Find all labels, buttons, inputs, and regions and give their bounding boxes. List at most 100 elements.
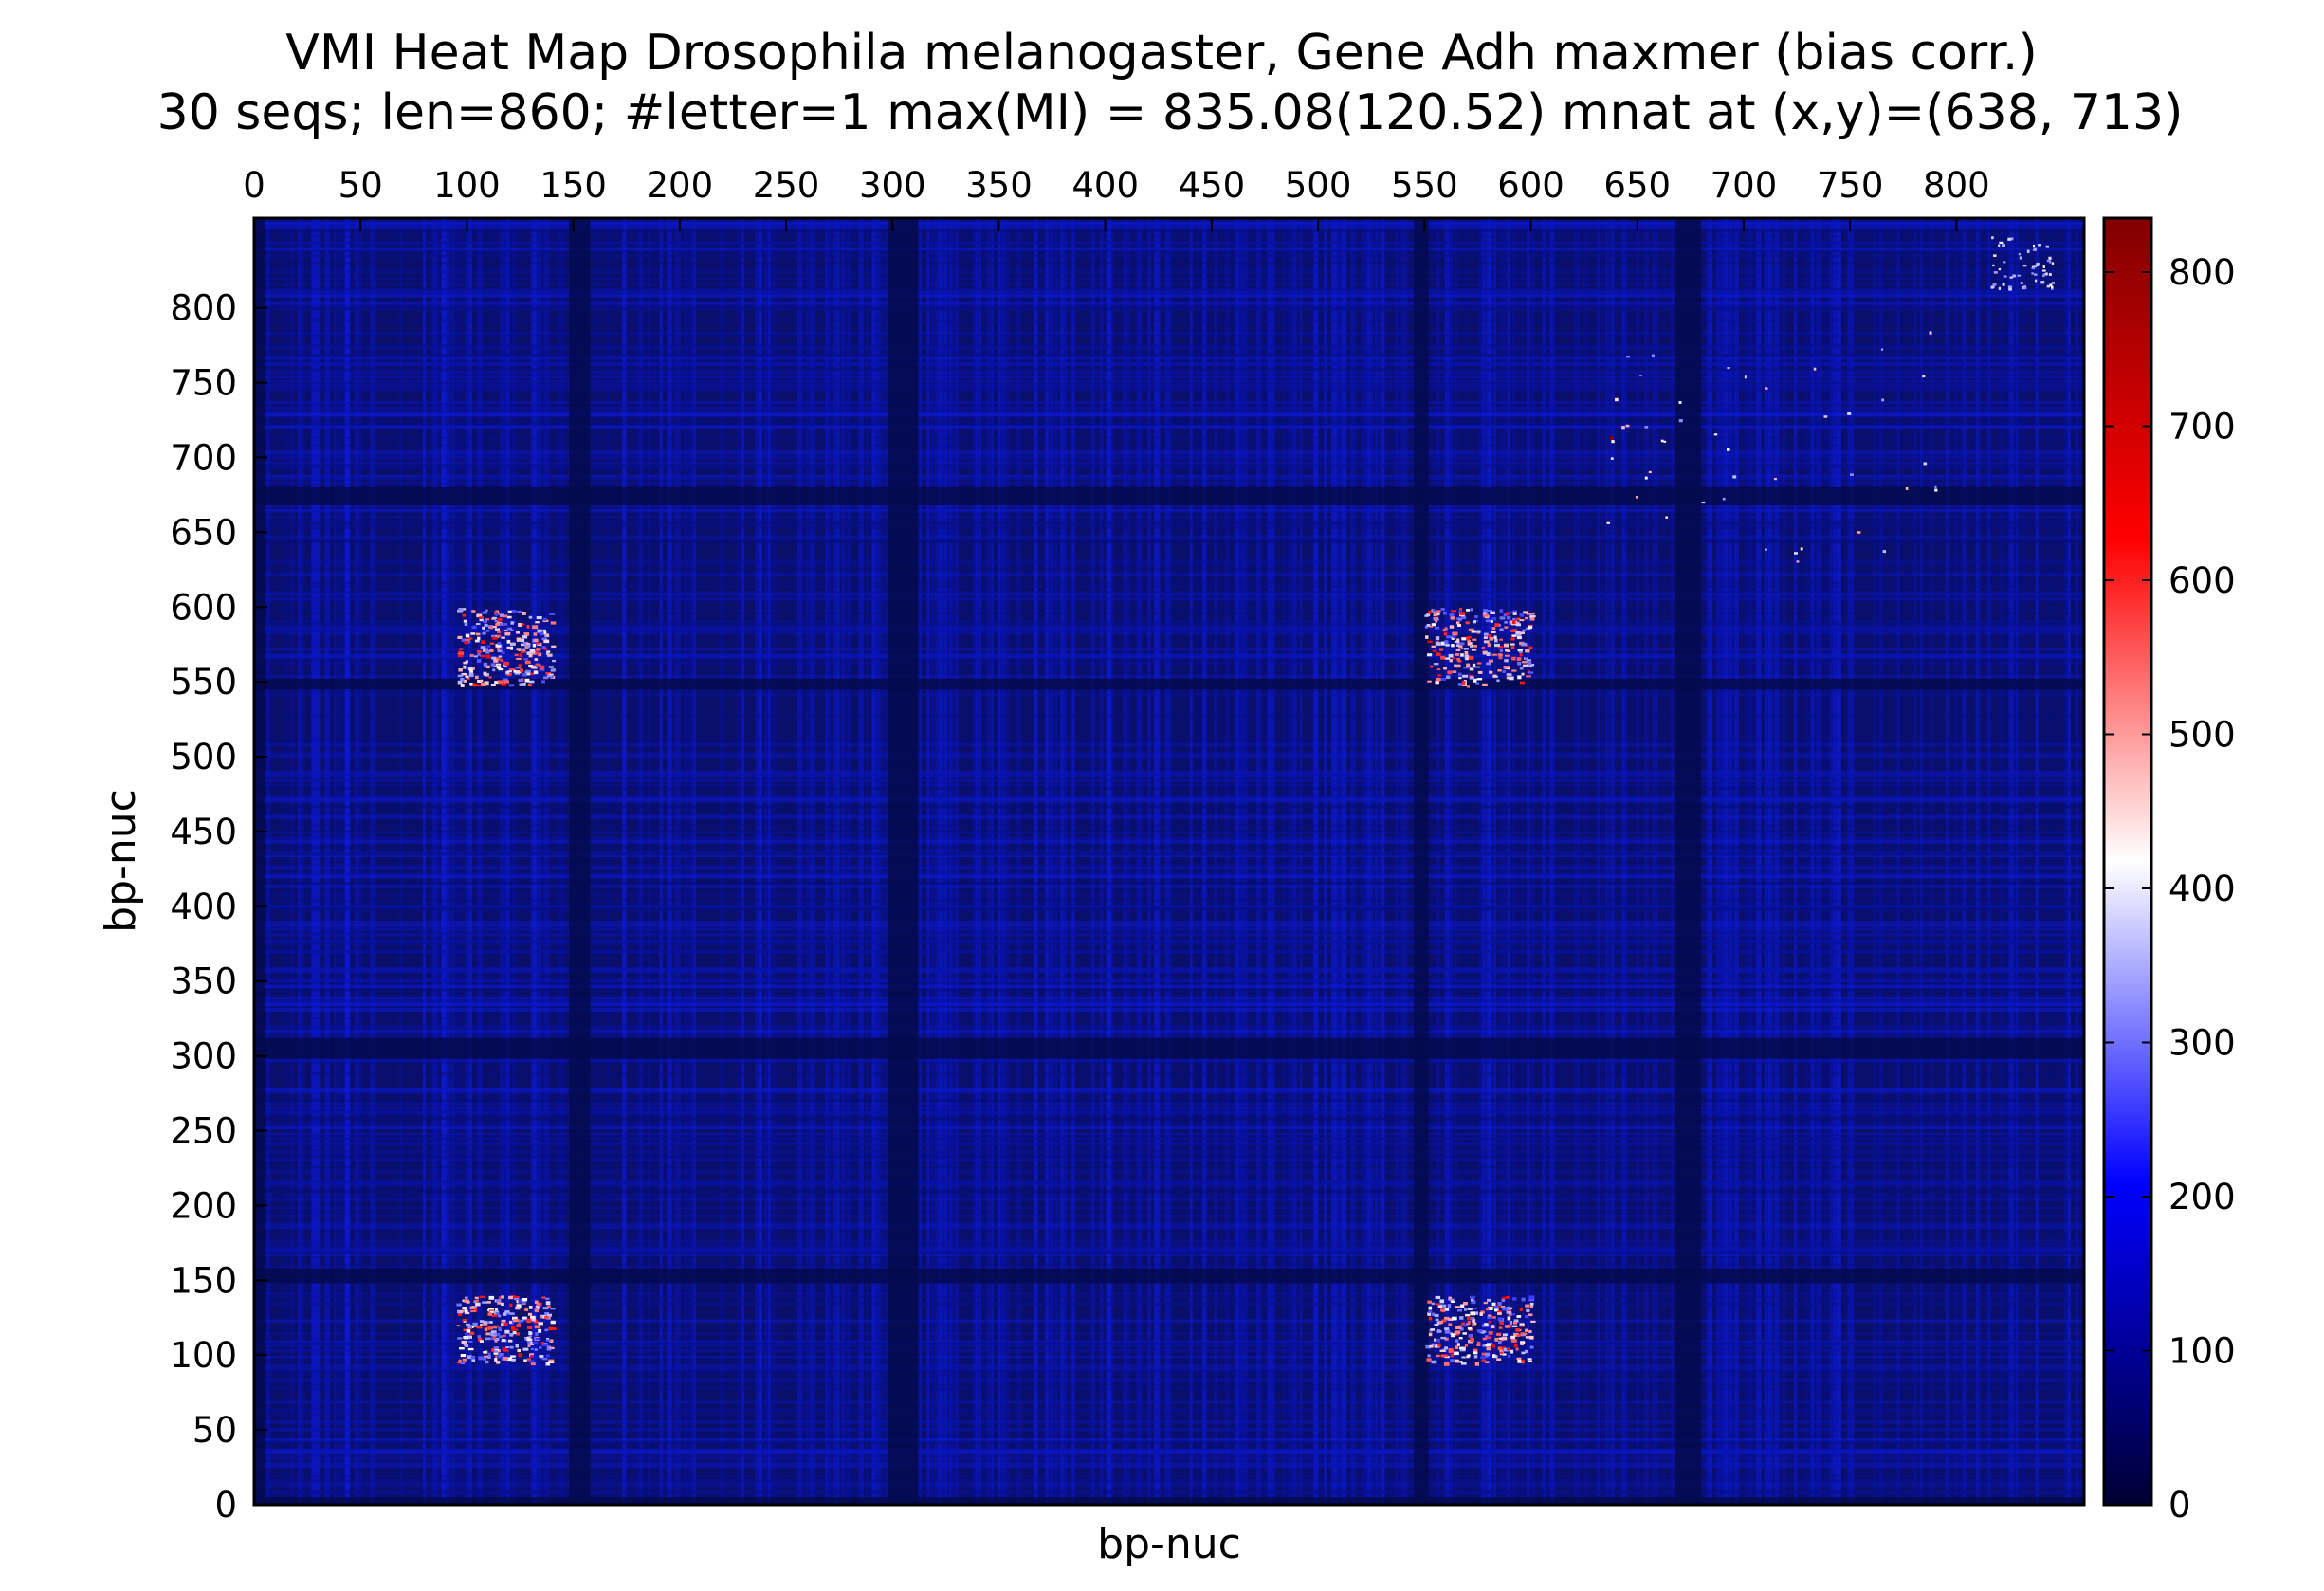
heatmap-hot-cell bbox=[1727, 367, 1730, 370]
heatmap-column-stripe bbox=[1654, 218, 1657, 1505]
heatmap-hot-cell bbox=[547, 653, 553, 657]
heatmap-hot-cell bbox=[550, 621, 557, 625]
heatmap-hot-cell bbox=[504, 1310, 510, 1313]
heatmap-hot-cell bbox=[1477, 670, 1483, 674]
heatmap-hot-cell bbox=[1881, 348, 1884, 351]
heatmap-hot-cell bbox=[1512, 612, 1517, 615]
heatmap-hot-cell bbox=[1516, 617, 1521, 621]
heatmap-hot-cell bbox=[2018, 252, 2021, 256]
heatmap-hot-cell bbox=[1449, 613, 1455, 617]
heatmap-column-stripe bbox=[298, 218, 303, 1505]
heatmap-hot-cell bbox=[485, 673, 489, 677]
heatmap-row-stripe bbox=[254, 933, 2084, 936]
heatmap-row-stripe bbox=[254, 1060, 2084, 1065]
heatmap-hot-cell bbox=[1494, 1355, 1498, 1359]
heatmap-hot-cell bbox=[516, 648, 522, 651]
heatmap-hot-cell bbox=[1489, 670, 1493, 674]
heatmap-column-stripe bbox=[1530, 218, 1535, 1505]
heatmap-row-stripe bbox=[254, 1142, 2084, 1146]
heatmap-column-stripe bbox=[358, 218, 362, 1505]
heatmap-hot-cell bbox=[1998, 244, 2001, 247]
heatmap-hot-cell bbox=[457, 1313, 463, 1316]
heatmap-column-stripe bbox=[344, 218, 351, 1505]
heatmap-row-stripe bbox=[254, 288, 2084, 291]
x-tick-label: 650 bbox=[1603, 165, 1671, 206]
heatmap-hot-cell bbox=[1529, 1345, 1534, 1349]
heatmap-row-stripe bbox=[254, 224, 2084, 228]
heatmap-hot-cell bbox=[528, 680, 535, 684]
heatmap-hot-cell bbox=[1433, 663, 1439, 666]
heatmap-column-stripe bbox=[934, 218, 938, 1505]
heatmap-column-stripe bbox=[1912, 218, 1917, 1505]
heatmap-column-stripe bbox=[1045, 218, 1049, 1505]
heatmap-hot-cell bbox=[474, 639, 480, 643]
heatmap-hot-cell bbox=[1464, 1344, 1468, 1347]
heatmap-hot-cell bbox=[501, 1319, 506, 1323]
x-tick-label: 300 bbox=[859, 165, 926, 206]
heatmap-hot-cell bbox=[1455, 653, 1460, 656]
heatmap-hot-cell bbox=[1519, 631, 1525, 634]
heatmap-hot-cell bbox=[1499, 1321, 1504, 1325]
heatmap-hot-cell bbox=[1481, 1324, 1487, 1327]
heatmap-hot-cell bbox=[1436, 1338, 1440, 1343]
heatmap-column-stripe bbox=[1154, 218, 1157, 1505]
heatmap-hot-cell bbox=[1473, 1355, 1478, 1359]
heatmap-hot-cell bbox=[479, 679, 484, 683]
heatmap-hot-cell bbox=[503, 680, 510, 684]
heatmap-hot-cell bbox=[489, 642, 495, 645]
heatmap-column-stripe bbox=[284, 218, 290, 1505]
heatmap-hot-cell bbox=[1470, 1298, 1474, 1302]
heatmap-hot-cell bbox=[1429, 1344, 1434, 1348]
heatmap-hot-cell bbox=[1665, 516, 1668, 519]
heatmap-hot-cell bbox=[548, 1346, 555, 1349]
heatmap-row-stripe bbox=[254, 526, 2084, 530]
heatmap-column-stripe bbox=[1503, 218, 1507, 1505]
heatmap-row-stripe bbox=[254, 283, 2084, 286]
heatmap-hot-cell bbox=[1466, 685, 1470, 688]
heatmap-hot-cell bbox=[551, 668, 556, 671]
heatmap-hot-cell bbox=[1462, 1332, 1467, 1335]
heatmap-hot-cell bbox=[483, 1357, 486, 1361]
heatmap-hot-cell bbox=[1823, 415, 1828, 418]
heatmap-hot-cell bbox=[497, 680, 503, 685]
heatmap-hot-cell bbox=[462, 1358, 467, 1362]
heatmap-column-stripe bbox=[1448, 218, 1451, 1505]
heatmap-hot-cell bbox=[1479, 1312, 1483, 1316]
heatmap-hot-cell bbox=[1476, 1344, 1481, 1346]
heatmap-hot-cell bbox=[1510, 1335, 1516, 1338]
heatmap-hot-cell bbox=[1660, 439, 1664, 443]
heatmap-row-stripe bbox=[254, 1125, 2084, 1130]
heatmap-row-stripe bbox=[254, 1254, 2084, 1256]
x-tick-label: 0 bbox=[243, 165, 265, 206]
x-tick-label: 200 bbox=[647, 165, 714, 206]
heatmap-hot-cell bbox=[503, 1349, 509, 1352]
heatmap-hot-cell bbox=[548, 1359, 555, 1362]
heatmap-hot-cell bbox=[1517, 675, 1522, 680]
heatmap-hot-cell bbox=[536, 1303, 541, 1306]
heatmap-hot-cell bbox=[493, 659, 499, 663]
heatmap-row-stripe bbox=[254, 832, 2084, 834]
heatmap-column-stripe bbox=[1337, 218, 1341, 1505]
heatmap-hot-cell bbox=[531, 1319, 536, 1322]
heatmap-hot-cell bbox=[521, 1300, 526, 1304]
x-axis-label: bp-nuc bbox=[1097, 1520, 1241, 1568]
heatmap-column-stripe bbox=[302, 218, 305, 1505]
heatmap-hot-cell bbox=[510, 646, 513, 650]
heatmap-hot-cell bbox=[474, 1296, 479, 1299]
heatmap-hot-cell bbox=[1457, 683, 1464, 686]
x-tick-label: 800 bbox=[1923, 165, 1990, 206]
heatmap-row-stripe bbox=[254, 362, 2084, 366]
heatmap-column-stripe bbox=[1774, 218, 1780, 1505]
heatmap-hot-cell bbox=[497, 631, 502, 634]
heatmap-column-stripe bbox=[533, 218, 538, 1505]
heatmap-row-stripe bbox=[254, 1296, 2084, 1299]
heatmap-hot-cell bbox=[1436, 642, 1441, 646]
heatmap-hot-cell bbox=[478, 1337, 483, 1342]
heatmap-hot-cell bbox=[460, 678, 465, 682]
heatmap-row-stripe bbox=[254, 687, 2084, 692]
heatmap-hot-cell bbox=[1493, 1305, 1499, 1309]
heatmap-column-stripe bbox=[1549, 218, 1555, 1505]
heatmap-hot-cell bbox=[456, 1325, 461, 1327]
heatmap-column-stripe bbox=[1847, 218, 1851, 1505]
heatmap-row-stripe bbox=[254, 1195, 2084, 1198]
